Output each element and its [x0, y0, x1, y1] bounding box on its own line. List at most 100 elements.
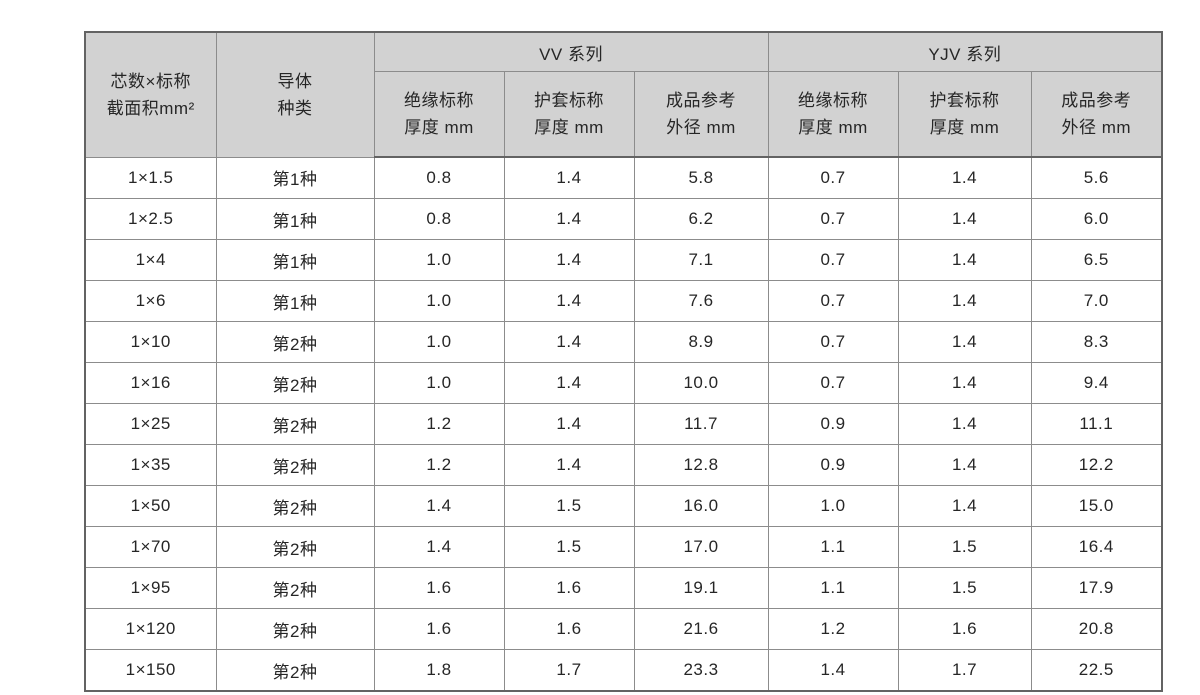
vv-sheath-cell: 1.5: [503, 485, 635, 527]
conductor-cell: 第2种: [215, 526, 375, 568]
yjv-diameter-cell: 20.8: [1030, 608, 1163, 650]
yjv-insulation-cell: 0.7: [767, 198, 899, 240]
vv-diameter-cell: 7.6: [633, 280, 769, 322]
conductor-cell: 第2种: [215, 567, 375, 609]
spec-cell: 1×10: [84, 321, 217, 363]
conductor-cell: 第2种: [215, 403, 375, 445]
spec-cell: 1×120: [84, 608, 217, 650]
yjv-insulation-cell: 0.7: [767, 321, 899, 363]
vv-sheath-cell: 1.6: [503, 567, 635, 609]
spec-cell: 1×50: [84, 485, 217, 527]
vv-sheath-cell: 1.4: [503, 198, 635, 240]
vv-sheath-cell: 1.4: [503, 321, 635, 363]
table-body: 1×1.5 第1种 0.8 1.4 5.8 0.7 1.4 5.6 1×2.5 …: [84, 156, 1163, 692]
conductor-cell: 第2种: [215, 444, 375, 486]
conductor-cell: 第1种: [215, 239, 375, 281]
yjv-insulation-cell: 1.2: [767, 608, 899, 650]
vv-diameter-cell: 10.0: [633, 362, 769, 404]
vv-insulation-cell: 1.6: [373, 608, 505, 650]
yjv-diameter-cell: 16.4: [1030, 526, 1163, 568]
vv-insulation-cell: 1.8: [373, 649, 505, 692]
vv-insulation-cell: 1.0: [373, 321, 505, 363]
yjv-sheath-cell: 1.4: [897, 280, 1032, 322]
vv-insulation-cell: 0.8: [373, 198, 505, 240]
table-row: 1×35 第2种 1.2 1.4 12.8 0.9 1.4 12.2: [84, 444, 1163, 486]
spec-cell: 1×25: [84, 403, 217, 445]
vv-diameter-cell: 11.7: [633, 403, 769, 445]
table-row: 1×70 第2种 1.4 1.5 17.0 1.1 1.5 16.4: [84, 526, 1163, 568]
spec-cell: 1×6: [84, 280, 217, 322]
vv-diameter-cell: 21.6: [633, 608, 769, 650]
vv-sheath-cell: 1.4: [503, 444, 635, 486]
table-row: 1×10 第2种 1.0 1.4 8.9 0.7 1.4 8.3: [84, 321, 1163, 363]
table-row: 1×2.5 第1种 0.8 1.4 6.2 0.7 1.4 6.0: [84, 198, 1163, 240]
conductor-cell: 第1种: [215, 156, 375, 199]
table-row: 1×16 第2种 1.0 1.4 10.0 0.7 1.4 9.4: [84, 362, 1163, 404]
vv-diameter-cell: 8.9: [633, 321, 769, 363]
spec-column-header: 芯数×标称 截面积mm²: [84, 31, 217, 158]
spec-cell: 1×150: [84, 649, 217, 692]
yjv-diameter-cell: 11.1: [1030, 403, 1163, 445]
vv-diameter-cell: 23.3: [633, 649, 769, 692]
yjv-diameter-cell: 8.3: [1030, 321, 1163, 363]
vv-diameter-cell: 16.0: [633, 485, 769, 527]
vv-insulation-cell: 1.0: [373, 239, 505, 281]
yjv-insulation-cell: 1.0: [767, 485, 899, 527]
yjv-sheath-cell: 1.4: [897, 444, 1032, 486]
yjv-diameter-cell: 7.0: [1030, 280, 1163, 322]
yjv-insulation-thickness-header: 绝缘标称 厚度 mm: [767, 71, 899, 158]
yjv-group-header: YJV 系列: [767, 31, 1163, 72]
yjv-insulation-cell: 0.7: [767, 280, 899, 322]
yjv-sheath-cell: 1.7: [897, 649, 1032, 692]
table-row: 1×1.5 第1种 0.8 1.4 5.8 0.7 1.4 5.6: [84, 156, 1163, 199]
yjv-insulation-cell: 0.9: [767, 403, 899, 445]
yjv-insulation-cell: 0.7: [767, 362, 899, 404]
spec-cell: 1×1.5: [84, 156, 217, 199]
yjv-insulation-cell: 1.1: [767, 567, 899, 609]
table-row: 1×25 第2种 1.2 1.4 11.7 0.9 1.4 11.1: [84, 403, 1163, 445]
yjv-sheath-cell: 1.4: [897, 156, 1032, 199]
conductor-cell: 第2种: [215, 649, 375, 692]
conductor-cell: 第1种: [215, 280, 375, 322]
vv-insulation-thickness-header: 绝缘标称 厚度 mm: [373, 71, 505, 158]
spec-cell: 1×4: [84, 239, 217, 281]
conductor-cell: 第2种: [215, 362, 375, 404]
vv-group-header: VV 系列: [373, 31, 769, 72]
vv-insulation-cell: 1.0: [373, 362, 505, 404]
vv-insulation-cell: 1.2: [373, 444, 505, 486]
conductor-cell: 第2种: [215, 321, 375, 363]
yjv-diameter-cell: 15.0: [1030, 485, 1163, 527]
yjv-sheath-cell: 1.4: [897, 239, 1032, 281]
yjv-insulation-cell: 1.4: [767, 649, 899, 692]
yjv-insulation-cell: 1.1: [767, 526, 899, 568]
table-row: 1×120 第2种 1.6 1.6 21.6 1.2 1.6 20.8: [84, 608, 1163, 650]
yjv-diameter-cell: 6.5: [1030, 239, 1163, 281]
conductor-cell: 第1种: [215, 198, 375, 240]
vv-diameter-cell: 7.1: [633, 239, 769, 281]
spec-cell: 1×35: [84, 444, 217, 486]
yjv-diameter-cell: 12.2: [1030, 444, 1163, 486]
yjv-diameter-cell: 9.4: [1030, 362, 1163, 404]
vv-diameter-cell: 12.8: [633, 444, 769, 486]
cable-spec-table: 芯数×标称 截面积mm² 导体 种类 VV 系列 YJV 系列 绝缘标称 厚度 …: [84, 31, 1164, 692]
vv-outer-diameter-header: 成品参考 外径 mm: [633, 71, 769, 158]
yjv-diameter-cell: 6.0: [1030, 198, 1163, 240]
spec-cell: 1×70: [84, 526, 217, 568]
yjv-outer-diameter-header: 成品参考 外径 mm: [1030, 71, 1163, 158]
vv-sheath-cell: 1.4: [503, 280, 635, 322]
vv-sheath-cell: 1.4: [503, 362, 635, 404]
spec-cell: 1×95: [84, 567, 217, 609]
conductor-column-header: 导体 种类: [215, 31, 375, 158]
vv-sheath-thickness-header: 护套标称 厚度 mm: [503, 71, 635, 158]
yjv-insulation-cell: 0.9: [767, 444, 899, 486]
sub-header-row: 绝缘标称 厚度 mm 护套标称 厚度 mm 成品参考 外径 mm 绝缘标称 厚度…: [85, 71, 1163, 158]
vv-diameter-cell: 17.0: [633, 526, 769, 568]
group-header-row: 芯数×标称 截面积mm² 导体 种类 VV 系列 YJV 系列: [84, 31, 1163, 158]
vv-insulation-cell: 0.8: [373, 156, 505, 199]
vv-diameter-cell: 6.2: [633, 198, 769, 240]
table-row: 1×4 第1种 1.0 1.4 7.1 0.7 1.4 6.5: [84, 239, 1163, 281]
vv-diameter-cell: 19.1: [633, 567, 769, 609]
table-header: 芯数×标称 截面积mm² 导体 种类 VV 系列 YJV 系列 绝缘标称 厚度 …: [84, 31, 1163, 158]
vv-insulation-cell: 1.4: [373, 485, 505, 527]
